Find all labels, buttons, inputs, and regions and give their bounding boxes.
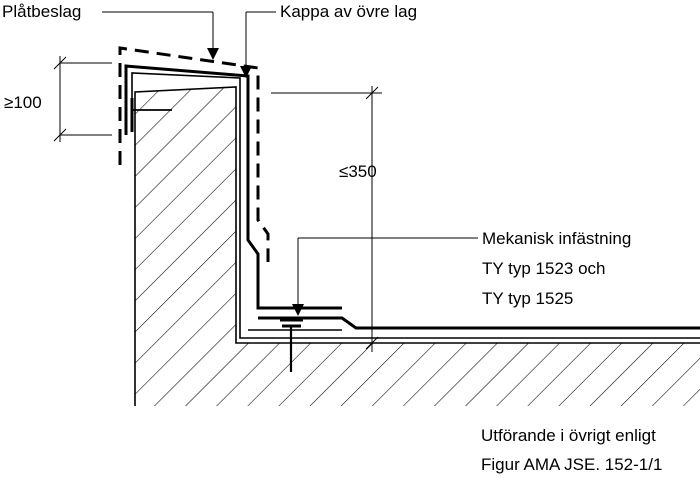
- label-platbeslag: Plåtbeslag: [2, 2, 81, 21]
- leader-mekanisk: Mekanisk infästning TY typ 1523 och TY t…: [292, 229, 631, 316]
- dimension-100: ≥100: [4, 56, 112, 142]
- label-mekanisk-1: Mekanisk infästning: [482, 229, 631, 248]
- underlayer: [131, 72, 700, 339]
- leader-kappa: Kappa av övre lag: [240, 2, 417, 78]
- label-mekanisk-2: TY typ 1523 och: [482, 259, 606, 278]
- dimension-100-label: ≥100: [4, 93, 42, 112]
- dimension-350-label: ≤350: [339, 162, 377, 181]
- label-mekanisk-3: TY typ 1525: [482, 289, 573, 308]
- leader-platbeslag: Plåtbeslag: [2, 2, 219, 60]
- wall-fastener: [130, 98, 172, 132]
- sheet-metal-flashing: [118, 46, 270, 262]
- dimension-350: ≤350: [271, 86, 382, 352]
- note-line-1: Utförande i övrigt enligt: [481, 426, 656, 445]
- note-line-2: Figur AMA JSE. 152-1/1: [481, 455, 662, 474]
- note: Utförande i övrigt enligt Figur AMA JSE.…: [481, 426, 662, 474]
- mechanical-fastener: [280, 318, 303, 372]
- membrane-cap-sheet: [124, 64, 700, 331]
- label-kappa: Kappa av övre lag: [280, 2, 417, 21]
